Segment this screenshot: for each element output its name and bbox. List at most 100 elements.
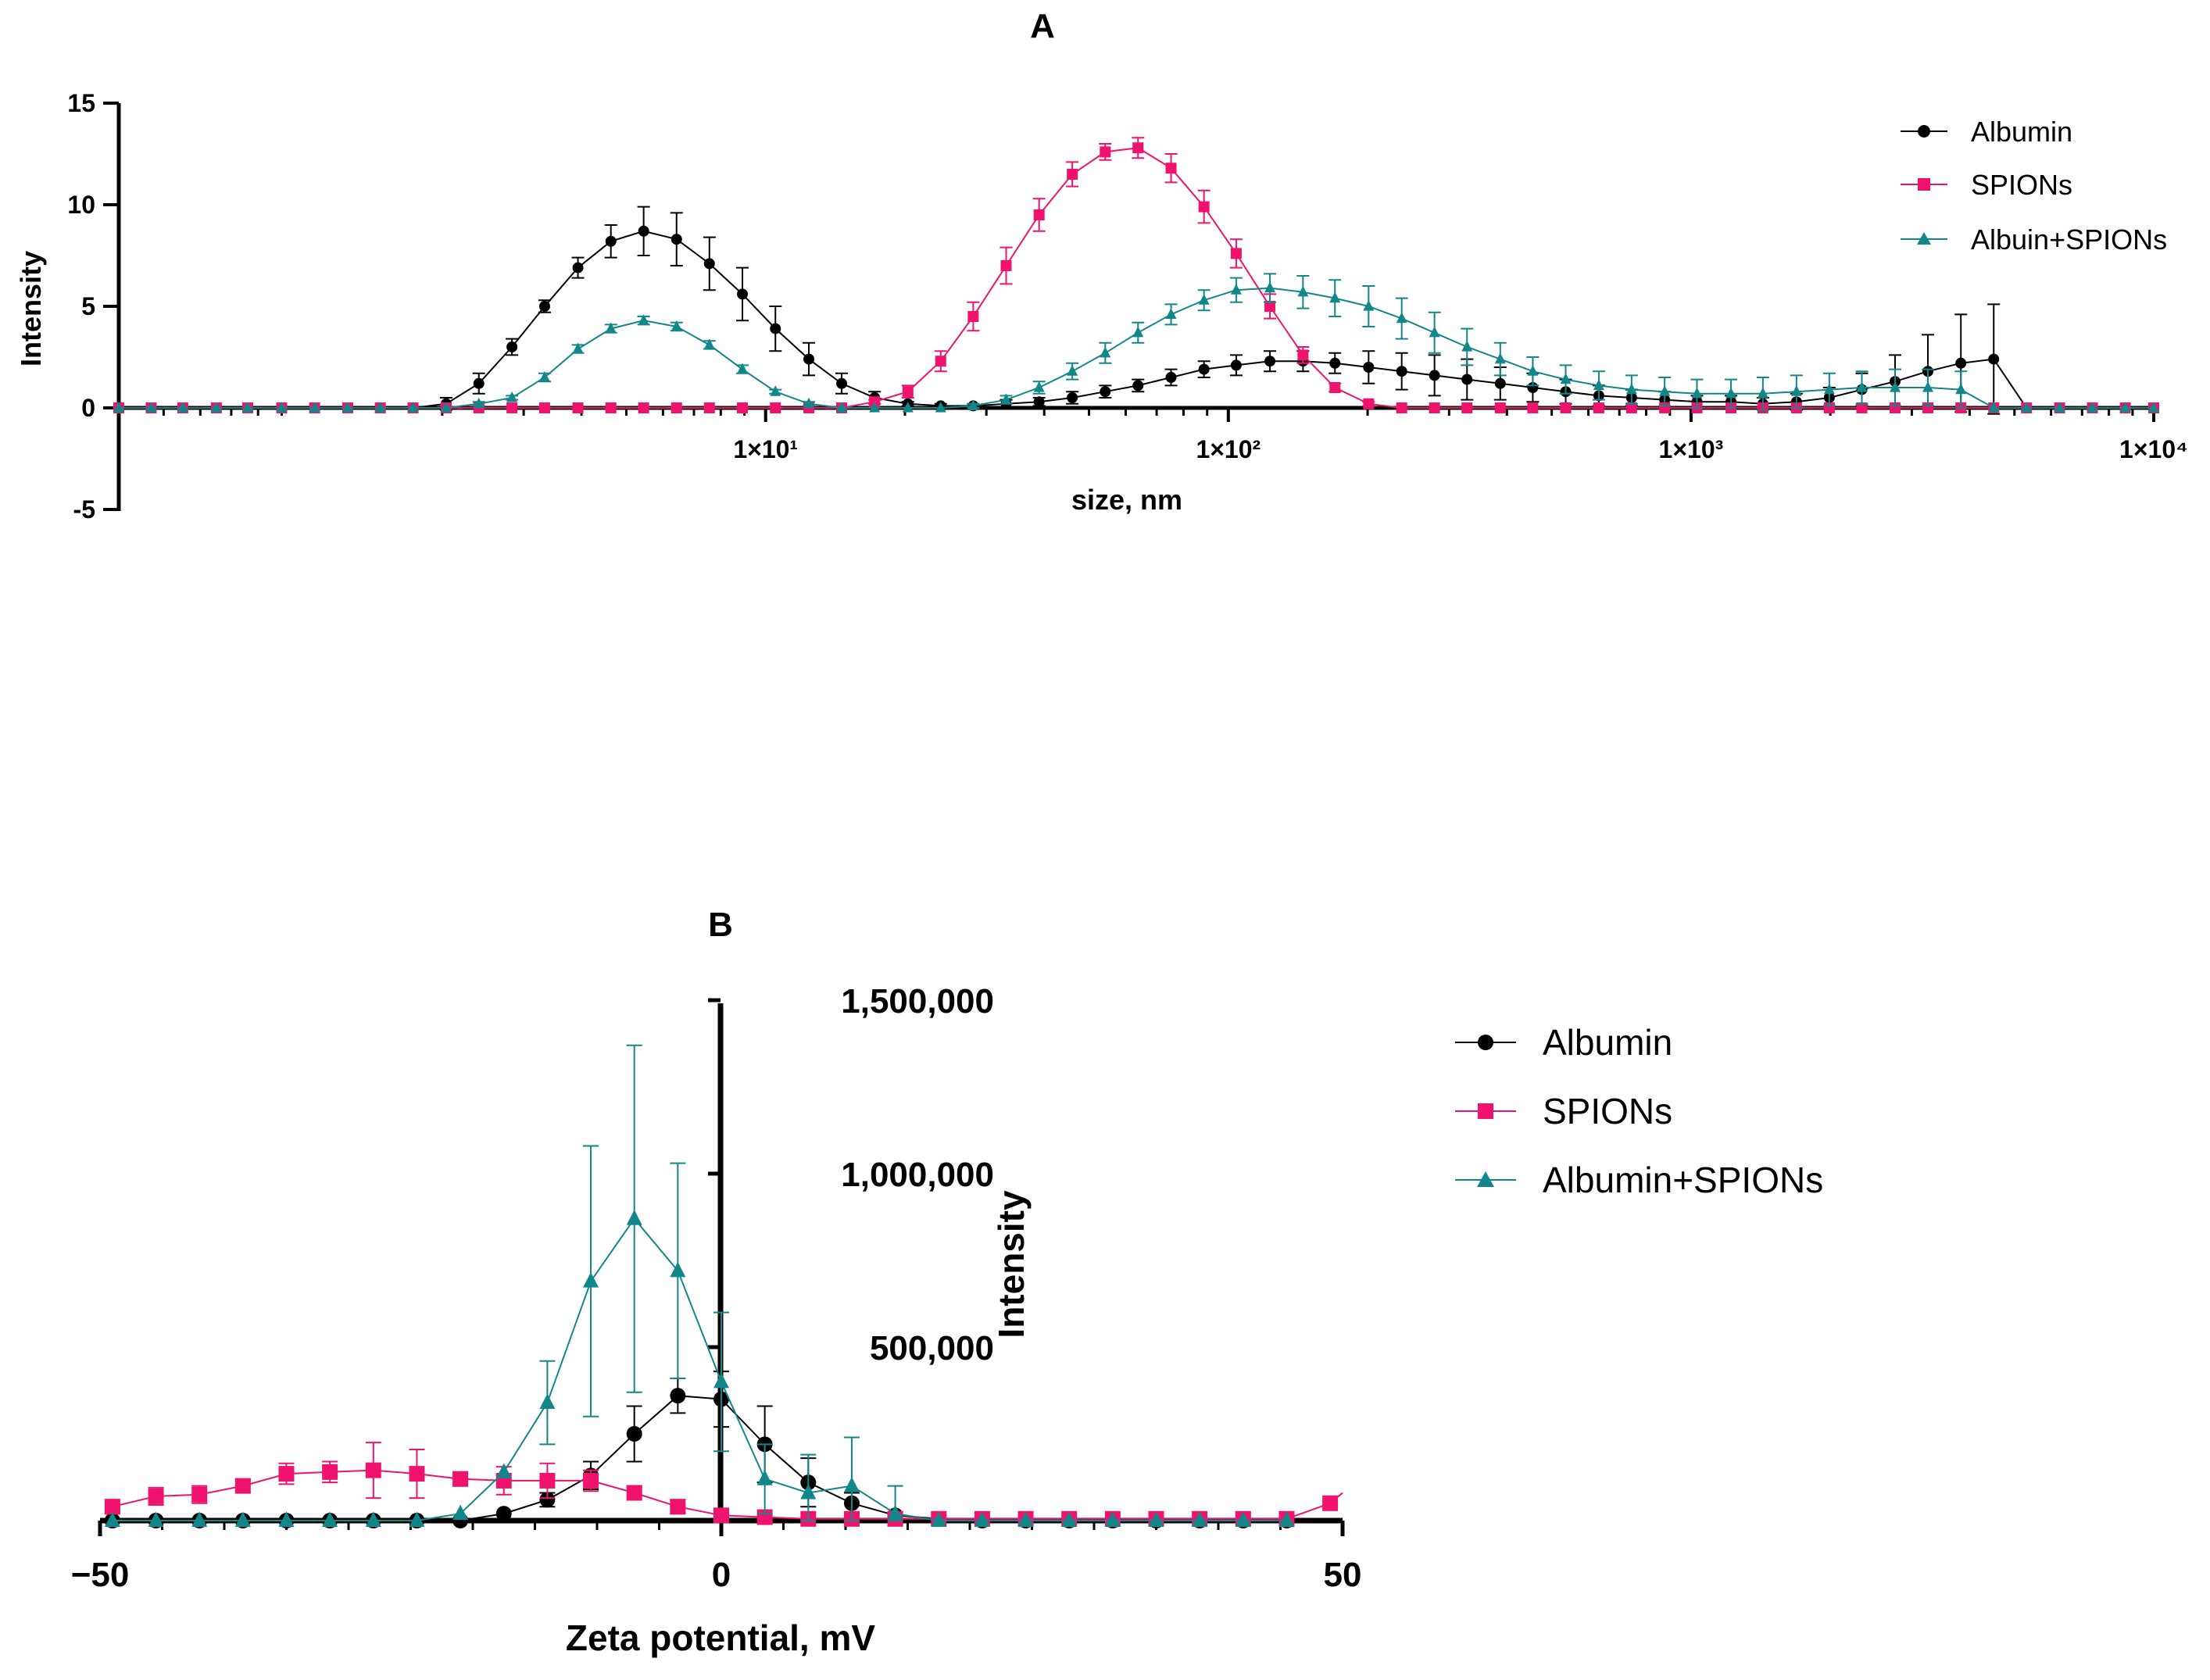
data-point (1000, 393, 1012, 405)
data-point (1033, 209, 1045, 220)
y-tick-label: 1,000,000 (841, 1156, 994, 1194)
data-point (342, 401, 353, 413)
data-point (671, 402, 682, 413)
data-point (803, 397, 815, 409)
data-point (234, 1511, 251, 1527)
chart-a: A Intensity size, nm -5 0 5 10 15 1×10¹ 1×10²… (15, 7, 2188, 524)
chart-a-xlabel: size, nm (1071, 484, 1182, 516)
data-point (756, 1470, 773, 1485)
data-point (1061, 1511, 1078, 1527)
data-point (278, 1466, 295, 1482)
data-point (113, 401, 124, 413)
y-tick-label: 1,500,000 (841, 982, 994, 1021)
data-point (572, 262, 584, 273)
data-point (605, 235, 617, 247)
data-point (1329, 357, 1341, 369)
series-line-albumin-spions (112, 1217, 1287, 1521)
y-tick-label: 0 (81, 394, 95, 422)
data-point (2021, 401, 2033, 413)
data-point (148, 1488, 164, 1504)
data-point (843, 1477, 860, 1492)
data-point (967, 399, 979, 410)
data-point (1033, 396, 1045, 408)
data-point (670, 1388, 686, 1404)
data-point (737, 363, 749, 374)
data-point (1988, 353, 2000, 365)
data-point (1625, 402, 1637, 413)
legend-label-spions: SPIONs (1971, 169, 2072, 201)
data-point (638, 314, 649, 325)
data-point (1000, 260, 1012, 271)
chart-b-legend: Albumin SPIONs Albumin+SPIONs (1455, 1022, 1823, 1200)
data-point (1593, 379, 1604, 390)
data-point (495, 1463, 512, 1478)
series-albumin (113, 206, 2159, 415)
data-point (1132, 142, 1144, 154)
data-point (974, 1511, 990, 1527)
data-point (322, 1464, 338, 1480)
data-point (145, 401, 157, 413)
chart-a-title: A (1030, 7, 1055, 45)
data-point (365, 1511, 381, 1527)
data-point (671, 320, 682, 331)
data-point (713, 1372, 729, 1389)
data-point (770, 385, 781, 396)
data-point (1691, 387, 1703, 399)
data-point (1527, 402, 1539, 413)
data-point (1527, 365, 1539, 376)
data-point (1230, 284, 1242, 295)
data-point (1033, 381, 1045, 392)
data-point (1067, 169, 1078, 180)
legend-label-spions: SPIONs (1543, 1091, 1672, 1131)
x-tick-label: 1×10³ (1659, 435, 1724, 463)
data-point (1067, 392, 1078, 403)
data-point (1396, 402, 1407, 413)
data-point (1264, 301, 1276, 312)
data-point (1017, 1511, 1034, 1527)
data-point (365, 1462, 381, 1478)
data-point (104, 1499, 120, 1515)
data-point (605, 402, 617, 413)
y-tick-label: 15 (67, 89, 95, 117)
data-point (967, 311, 979, 322)
data-point (1856, 381, 1868, 392)
y-tick-label: 500,000 (870, 1329, 994, 1367)
data-point (803, 353, 815, 365)
data-point (583, 1472, 599, 1489)
data-point (1165, 163, 1177, 174)
data-point (191, 1511, 208, 1527)
data-point (703, 402, 715, 413)
data-point (1823, 383, 1835, 395)
data-point (572, 342, 584, 354)
data-point (1278, 1511, 1295, 1527)
data-point (2054, 401, 2065, 413)
data-point (836, 377, 848, 389)
data-point (1889, 381, 1901, 392)
data-point (670, 1499, 686, 1515)
data-point (539, 1393, 556, 1410)
data-point (407, 401, 419, 413)
data-point (1198, 363, 1210, 375)
data-point (1856, 402, 1868, 413)
data-point (1396, 312, 1407, 323)
data-point (1192, 1511, 1208, 1527)
series-line-albumin (112, 1395, 1287, 1521)
x-tick-label: 1×10¹ (733, 435, 798, 463)
data-point (2087, 401, 2098, 413)
data-point (538, 370, 550, 382)
data-point (322, 1511, 338, 1527)
data-point (572, 402, 584, 413)
data-point (770, 323, 781, 334)
data-point (242, 401, 254, 413)
data-point (1461, 340, 1473, 352)
data-point (1235, 1511, 1251, 1527)
data-point (1132, 380, 1144, 391)
data-point (1396, 366, 1407, 377)
data-point (1494, 352, 1506, 364)
data-point (935, 401, 946, 413)
data-point (1429, 402, 1440, 413)
y-tick-label: -5 (73, 495, 95, 524)
data-point (538, 402, 550, 413)
data-point (1363, 299, 1375, 311)
